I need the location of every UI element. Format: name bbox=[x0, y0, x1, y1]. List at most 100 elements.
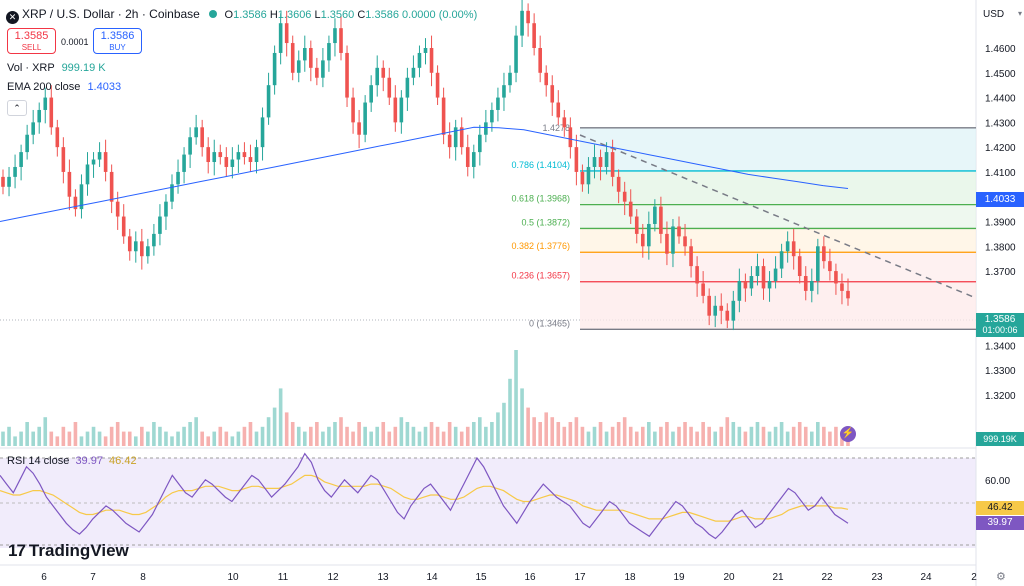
candle-body bbox=[484, 122, 488, 135]
candle-body bbox=[146, 246, 150, 257]
ema-legend[interactable]: EMA 200 close 1.4033 bbox=[7, 81, 121, 93]
candle-body bbox=[121, 216, 126, 237]
volume-bar bbox=[121, 431, 126, 446]
candle-body bbox=[224, 157, 229, 167]
time-tick-label: 10 bbox=[227, 572, 239, 583]
candle-body bbox=[556, 102, 561, 118]
buy-price: 1.3586 bbox=[100, 30, 135, 42]
candle-body bbox=[773, 268, 778, 281]
volume-bar bbox=[435, 426, 440, 446]
price-axis[interactable]: 1.46001.45001.44001.43001.42001.41001.40… bbox=[985, 44, 1016, 487]
volume-bar bbox=[103, 436, 108, 446]
volume-bar bbox=[731, 422, 736, 446]
buy-button[interactable]: 1.3586 BUY bbox=[93, 28, 142, 54]
volume-bar bbox=[200, 431, 204, 446]
volume-bar bbox=[266, 417, 271, 446]
candle-body bbox=[574, 147, 579, 172]
candle-body bbox=[182, 154, 186, 172]
candle-body bbox=[369, 85, 373, 103]
candle-body bbox=[230, 159, 235, 167]
candle-body bbox=[97, 152, 102, 160]
candle-body bbox=[737, 280, 742, 301]
time-axis[interactable]: 6 7 8 10 11 12 13 14 15 16 17 18 19 20 21 22 23 24 2 bbox=[41, 572, 977, 583]
volume-bar bbox=[363, 426, 367, 446]
candle-body bbox=[647, 223, 651, 247]
volume-bar bbox=[647, 422, 651, 446]
candle-body bbox=[490, 109, 494, 123]
volume-label: Vol · XRP bbox=[7, 62, 55, 74]
candle-body bbox=[363, 102, 367, 135]
volume-bar bbox=[278, 388, 283, 446]
fib-level-label: 0.618 (1.3968) bbox=[511, 194, 570, 204]
fib-level-label: 0 (1.3465) bbox=[529, 318, 570, 328]
candle-body bbox=[767, 280, 772, 289]
volume-bar bbox=[296, 426, 301, 446]
volume-bar bbox=[779, 422, 784, 446]
rsi-ma-price-tag: 46.42 bbox=[976, 501, 1024, 515]
volume-bar bbox=[791, 426, 796, 446]
currency-chevron-icon[interactable]: ▾ bbox=[1018, 9, 1023, 18]
volume-bar bbox=[755, 422, 760, 446]
bar-countdown: 01:00:06 bbox=[982, 325, 1018, 335]
volume-bar bbox=[580, 426, 585, 446]
candle-body bbox=[665, 233, 669, 254]
currency-label[interactable]: USD bbox=[983, 9, 1005, 20]
fib-retracement[interactable]: 0.786 (1.4104) 0.618 (1.3968) 0.5 (1.3872)… bbox=[511, 123, 976, 330]
volume-bar bbox=[622, 417, 627, 446]
candle-body bbox=[399, 97, 404, 123]
candle-body bbox=[677, 226, 681, 237]
volume-bar bbox=[182, 426, 186, 446]
volume-price-tag: 999.19K bbox=[976, 432, 1024, 446]
spread-value: 0.0001 bbox=[61, 37, 89, 47]
price-tick-label: 1.3300 bbox=[985, 366, 1016, 377]
candle-body bbox=[604, 152, 609, 167]
volume-bar bbox=[369, 431, 373, 446]
trend-line[interactable] bbox=[579, 134, 977, 299]
volume-bar bbox=[212, 431, 217, 446]
candle-body bbox=[640, 233, 645, 247]
volume-bar bbox=[13, 436, 17, 446]
candle-body bbox=[532, 23, 536, 48]
candle-body bbox=[586, 166, 591, 185]
candle-body bbox=[170, 184, 174, 202]
candle-body bbox=[719, 305, 724, 311]
high-value: 1.3606 bbox=[277, 9, 312, 21]
candle-body bbox=[785, 241, 790, 252]
volume-bar bbox=[671, 431, 675, 446]
volume-legend[interactable]: Vol · XRP 999.19 K bbox=[7, 62, 106, 74]
time-tick-label: 6 bbox=[41, 572, 47, 583]
volume-bar bbox=[544, 412, 549, 446]
candle-body bbox=[315, 67, 319, 78]
volume-bar bbox=[785, 431, 790, 446]
event-flash-icon[interactable]: ⚡ bbox=[840, 426, 856, 442]
candle-body bbox=[357, 122, 361, 135]
ema-label: EMA 200 close bbox=[7, 81, 81, 93]
candle-body bbox=[333, 28, 337, 44]
candle-body bbox=[393, 97, 398, 123]
candle-body bbox=[683, 236, 687, 247]
rsi-legend[interactable]: RSI 14 close 39.97 46.42 bbox=[7, 455, 137, 467]
sell-button[interactable]: 1.3585 SELL bbox=[7, 28, 56, 54]
candle-body bbox=[779, 251, 784, 269]
volume-bar bbox=[351, 431, 355, 446]
candle-body bbox=[695, 266, 699, 284]
time-tick-label: 11 bbox=[278, 572, 289, 583]
candle-body bbox=[49, 97, 54, 128]
candle-body bbox=[254, 147, 259, 163]
candle-body bbox=[803, 276, 808, 291]
volume-bar bbox=[127, 431, 132, 446]
candle-body bbox=[67, 171, 72, 197]
volume-bar bbox=[170, 436, 174, 446]
candle-body bbox=[809, 280, 814, 291]
collapse-legend-button[interactable]: ⌃ bbox=[7, 100, 27, 116]
time-tick-label: 22 bbox=[821, 572, 833, 583]
settings-gear-icon[interactable]: ⚙ bbox=[996, 571, 1006, 583]
candle-body bbox=[127, 236, 132, 252]
candle-body bbox=[707, 295, 711, 316]
time-tick-label: 16 bbox=[524, 572, 536, 583]
volume-bar bbox=[797, 422, 802, 446]
candle-body bbox=[61, 147, 66, 172]
symbol-header[interactable]: ✕ XRP / U.S. Dollar · 2h · Coinbase O1.35… bbox=[6, 7, 477, 24]
volume-bar bbox=[387, 431, 392, 446]
